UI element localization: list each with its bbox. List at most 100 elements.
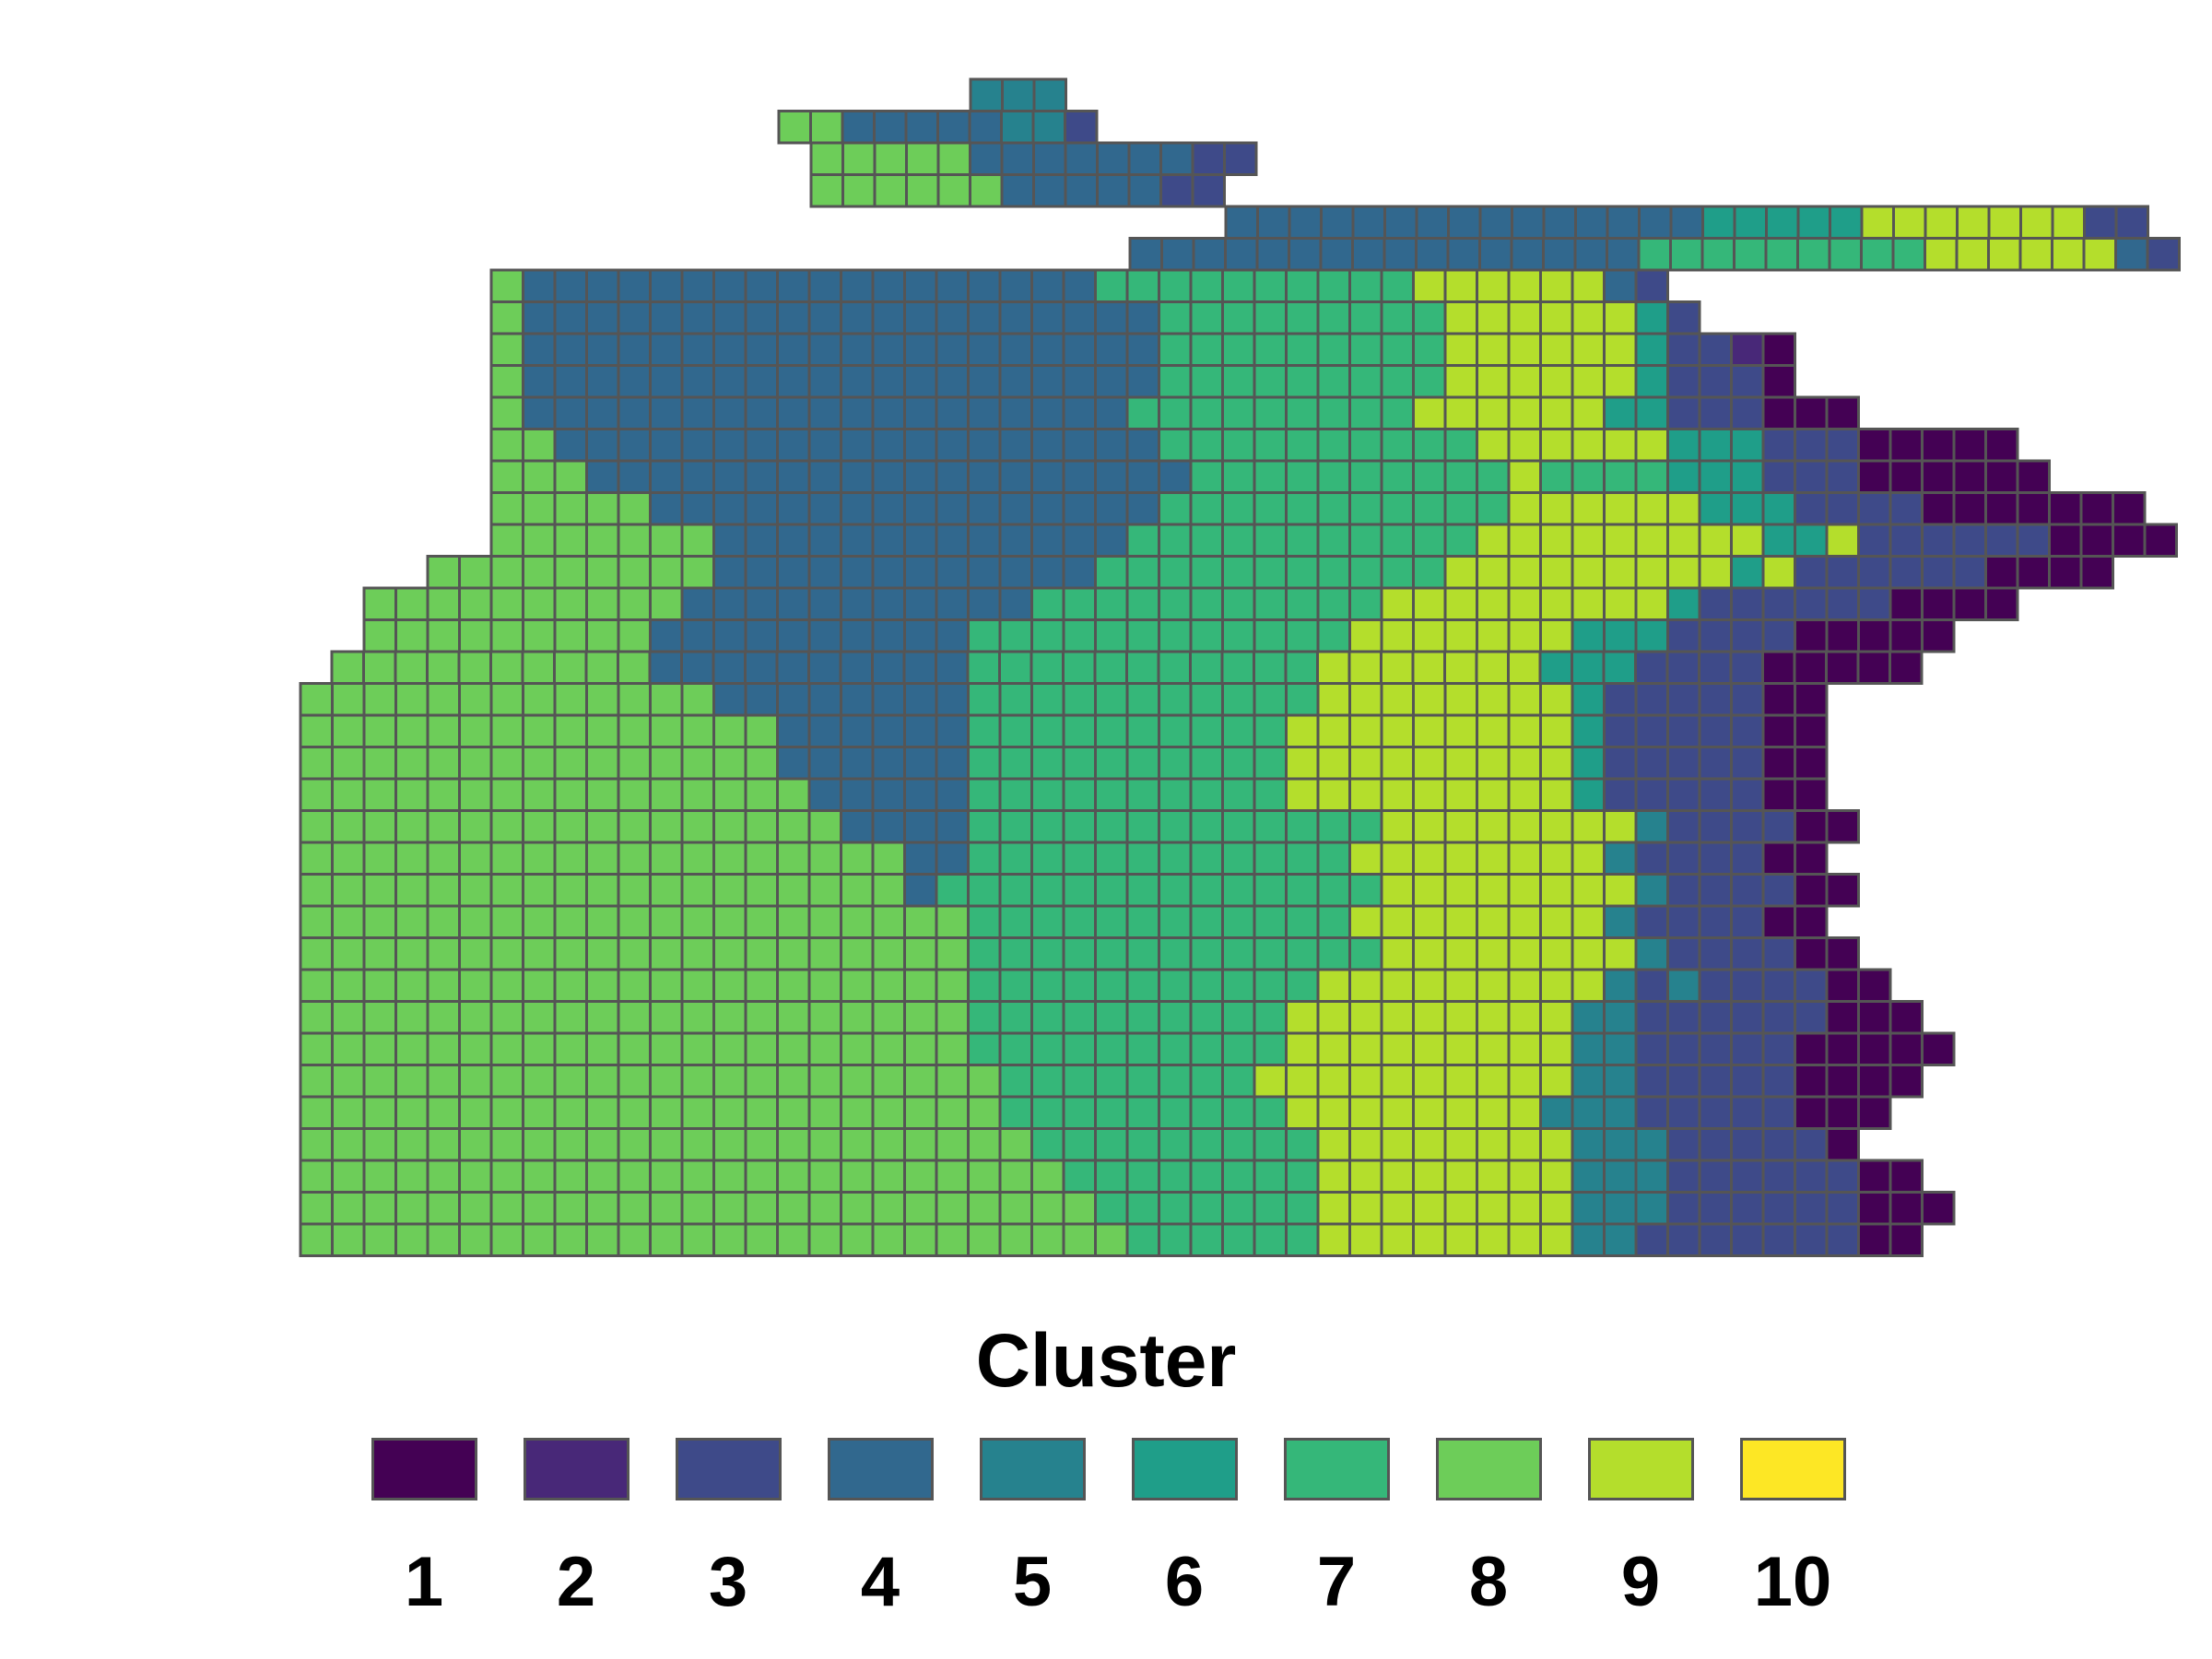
map-cell (1698, 523, 1733, 558)
map-cell (1794, 459, 1829, 494)
map-cell (967, 904, 1002, 939)
map-cell (1984, 428, 2019, 463)
map-cell (903, 395, 938, 430)
map-cell (585, 873, 620, 908)
map-cell (1539, 713, 1574, 748)
map-cell (1952, 459, 1987, 494)
map-cell (1158, 459, 1193, 494)
map-cell (1729, 650, 1764, 685)
map-cell (1158, 1222, 1193, 1257)
map-cell (331, 1031, 366, 1066)
map-cell (617, 1159, 652, 1194)
map-cell (680, 428, 715, 463)
map-cell (1316, 300, 1351, 335)
map-cell (362, 1064, 397, 1099)
map-cell (1094, 300, 1129, 335)
map-cell (776, 809, 811, 844)
map-cell (1030, 555, 1065, 590)
map-cell (1285, 491, 1320, 526)
map-cell (1253, 364, 1288, 399)
map-cell (649, 618, 684, 653)
map-cell (1476, 809, 1511, 844)
map-cell (1348, 841, 1383, 876)
map-cell (1666, 682, 1701, 717)
map-cell (776, 904, 811, 939)
map-cell (1316, 364, 1351, 399)
map-cell (1476, 873, 1511, 908)
map-cell (871, 395, 906, 430)
map-cell (394, 968, 429, 1003)
map-cell (1571, 1000, 1606, 1035)
map-cell (1730, 395, 1765, 430)
map-cell (617, 300, 652, 335)
map-cell (1189, 713, 1224, 748)
map-cell (489, 491, 524, 526)
map-cell (807, 268, 842, 303)
map-cell (553, 1031, 588, 1066)
map-cell (1285, 873, 1320, 908)
map-cell (1030, 809, 1065, 844)
map-cell (1571, 968, 1606, 1003)
map-cell (1921, 618, 1956, 653)
map-cell (489, 332, 524, 367)
map-cell (1443, 523, 1478, 558)
map-cell (1952, 428, 1987, 463)
map-cell (331, 746, 366, 781)
map-cell (1507, 618, 1542, 653)
map-cell (905, 173, 940, 208)
map-cell (1730, 332, 1765, 367)
map-cell (744, 1095, 779, 1130)
map-cell (1475, 650, 1510, 685)
map-cell (840, 1000, 875, 1035)
map-cell (649, 523, 684, 558)
map-cell (1348, 618, 1383, 653)
map-cell (1062, 841, 1097, 876)
map-cell (1666, 1064, 1701, 1099)
map-cell (1158, 1000, 1193, 1035)
map-cell (1125, 1127, 1160, 1162)
map-cell (1380, 491, 1415, 526)
map-cell (522, 904, 557, 939)
map-cell (1634, 713, 1669, 748)
map-cell (331, 968, 366, 1003)
map-cell (1285, 936, 1320, 971)
map-cell (1730, 364, 1765, 399)
map-cell (1888, 1191, 1924, 1226)
map-cell (935, 459, 970, 494)
map-cell (712, 809, 747, 844)
map-cell (426, 1222, 461, 1257)
map-cell (1224, 237, 1259, 272)
map-cell (1316, 555, 1351, 590)
map-cell (998, 1064, 1033, 1099)
map-cell (489, 1159, 524, 1194)
map-cell (1125, 268, 1160, 303)
map-cell (1761, 1031, 1796, 1066)
map-cell (522, 873, 557, 908)
map-cell (1380, 1159, 1415, 1194)
map-cell (1158, 777, 1193, 812)
map-cell (1380, 523, 1415, 558)
map-cell (1825, 1000, 1860, 1035)
map-cell (1316, 1159, 1351, 1194)
map-cell (680, 300, 715, 335)
map-cell (1603, 1159, 1638, 1194)
map-cell (1888, 555, 1924, 590)
map-cell (1698, 586, 1733, 621)
map-cell (935, 586, 970, 621)
map-cell (1794, 746, 1829, 781)
map-cell (489, 1000, 524, 1035)
map-cell (967, 841, 1002, 876)
map-cell (1412, 873, 1447, 908)
map-cell (1730, 428, 1765, 463)
map-cell (1221, 682, 1256, 717)
map-cell (807, 936, 842, 971)
map-cell (1542, 237, 1577, 272)
map-cell (426, 809, 461, 844)
map-cell (617, 1127, 652, 1162)
map-cell (1666, 491, 1701, 526)
map-cell (1189, 586, 1224, 621)
map-cell (1160, 237, 1195, 272)
map-cell (1507, 586, 1542, 621)
map-cell (394, 713, 429, 748)
map-cell (680, 1095, 715, 1130)
